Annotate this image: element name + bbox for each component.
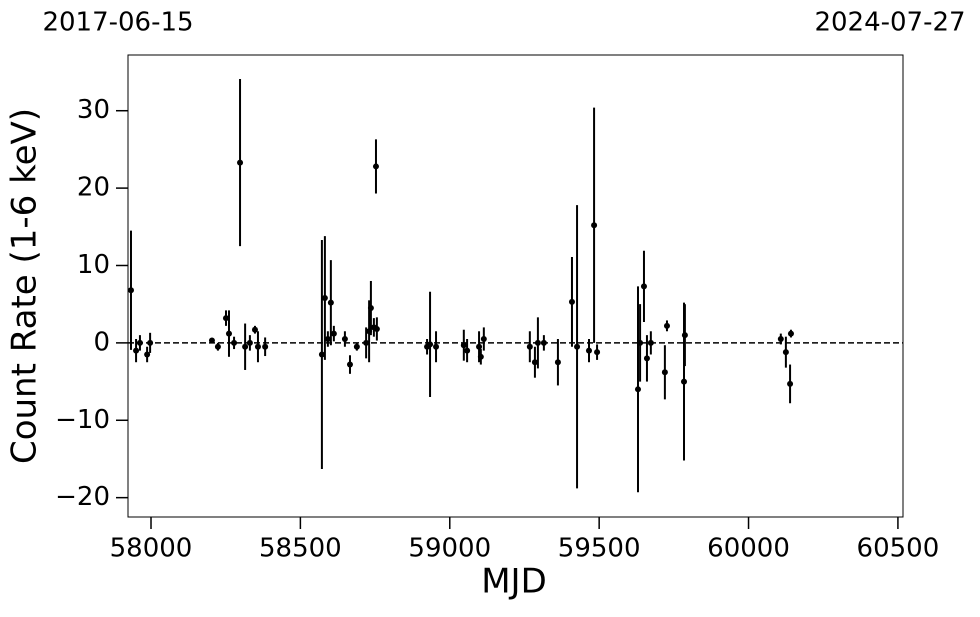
data-point	[464, 347, 471, 354]
data-point	[321, 294, 328, 301]
data-point	[237, 159, 244, 166]
x-tick-label: 58000	[110, 534, 193, 564]
y-tick-label: 30	[77, 95, 110, 125]
data-point	[136, 339, 143, 346]
data-point	[594, 349, 601, 356]
data-point	[681, 332, 688, 339]
data-point	[330, 330, 337, 337]
data-point	[327, 299, 334, 306]
data-point	[363, 339, 370, 346]
data-point	[476, 343, 483, 350]
data-point	[661, 369, 668, 376]
data-point	[534, 339, 541, 346]
data-point	[208, 337, 215, 344]
data-point	[480, 336, 487, 343]
data-point	[372, 163, 379, 170]
data-point	[568, 298, 575, 305]
data-point	[433, 343, 440, 350]
data-point	[663, 322, 670, 329]
y-tick-label: −20	[55, 482, 110, 512]
data-point	[640, 283, 647, 290]
x-tick-label: 58500	[259, 534, 342, 564]
y-tick-label: 10	[77, 250, 110, 280]
plot-frame	[127, 54, 904, 518]
y-tick-label: 20	[77, 173, 110, 203]
data-point	[554, 359, 561, 366]
data-point	[262, 343, 269, 350]
data-point	[242, 343, 249, 350]
top-date-label: 2017-06-15	[42, 8, 193, 38]
data-point	[222, 315, 229, 322]
data-point	[782, 349, 789, 356]
data-point	[367, 305, 374, 312]
data-point	[574, 343, 581, 350]
data-point	[637, 339, 644, 346]
data-point	[531, 359, 538, 366]
data-point	[634, 386, 641, 393]
data-point	[231, 339, 238, 346]
top-date-label: 2024-07-27	[814, 8, 965, 38]
data-point	[225, 330, 232, 337]
x-tick-label: 59500	[558, 534, 641, 564]
data-point	[353, 343, 360, 350]
data-point	[324, 336, 331, 343]
data-point	[477, 353, 484, 360]
data-point	[318, 351, 325, 358]
data-point	[127, 287, 134, 294]
data-point	[251, 326, 258, 333]
data-point	[787, 330, 794, 337]
data-point	[777, 336, 784, 343]
x-tick-label: 60500	[857, 534, 940, 564]
data-point	[346, 361, 353, 368]
data-point	[133, 347, 140, 354]
data-point	[585, 347, 592, 354]
x-tick-label: 59000	[408, 534, 491, 564]
data-point	[681, 378, 688, 385]
x-tick-label: 60000	[707, 534, 790, 564]
data-point	[341, 336, 348, 343]
x-axis-label: MJD	[481, 562, 547, 602]
y-tick-label: 0	[93, 327, 110, 357]
data-point	[647, 339, 654, 346]
data-point	[526, 343, 533, 350]
data-point	[254, 343, 261, 350]
data-point	[787, 380, 794, 387]
data-point	[147, 339, 154, 346]
y-tick-label: −10	[55, 405, 110, 435]
data-point	[540, 339, 547, 346]
data-point	[214, 343, 221, 350]
data-point	[643, 355, 650, 362]
data-point	[591, 222, 598, 229]
data-point	[246, 339, 253, 346]
data-point	[427, 341, 434, 348]
data-point	[460, 342, 467, 349]
data-point	[144, 351, 151, 358]
y-axis-label: Count Rate (1-6 keV)	[5, 108, 45, 464]
data-point	[373, 325, 380, 332]
